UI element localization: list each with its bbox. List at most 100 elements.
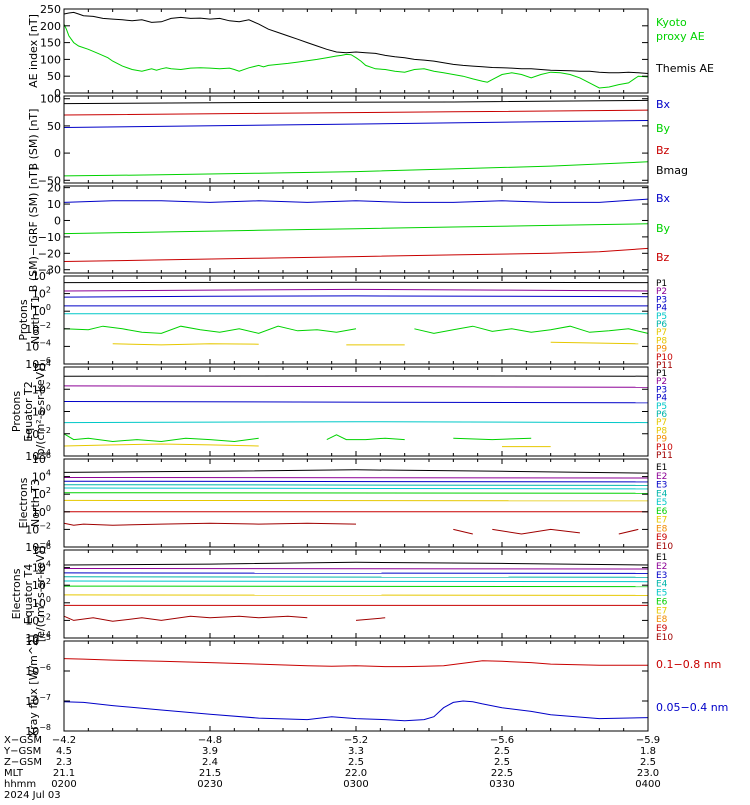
series-en-1: [64, 478, 648, 479]
x-axis-value: −5.2: [344, 735, 368, 746]
x-axis-value: 0400: [635, 779, 660, 790]
series-bigrf-2: [64, 248, 648, 261]
x-axis-row-label: X−GSM: [4, 735, 42, 746]
series-pn-2: [64, 296, 648, 297]
panel-frame: [64, 550, 648, 638]
series-en-11: [619, 529, 639, 534]
series-xray-1: [64, 701, 648, 721]
legend-label: E10: [656, 542, 673, 552]
series-pe-7: [64, 444, 259, 446]
x-axis-row-label: Y−GSM: [3, 746, 41, 757]
y-tick-label: 10: [47, 198, 61, 211]
x-axis-value: −5.9: [636, 735, 660, 746]
series-ee-3: [64, 577, 648, 578]
panel-frame: [64, 96, 648, 183]
legend-label: 0.05−0.4 nm: [656, 701, 728, 714]
series-en-3: [64, 485, 648, 486]
x-axis-value: 23.0: [637, 768, 659, 779]
x-axis-row-label: 2024 Jul 03: [4, 790, 61, 800]
x-axis-value: 2.4: [202, 757, 218, 768]
y-tick-label: 0: [54, 214, 61, 227]
y-axis-label: AE index [nT]: [27, 14, 40, 88]
panel-frame: [64, 367, 648, 456]
x-axis-value: 4.5: [56, 746, 72, 757]
x-axis-value: 2.5: [494, 757, 510, 768]
y-tick-label: 150: [40, 37, 61, 50]
series-bsm-0: [64, 121, 648, 128]
x-axis-value: 2.5: [348, 757, 364, 768]
series-en-10: [492, 529, 580, 534]
series-ee-4: [64, 581, 648, 582]
x-axis-value: 0230: [197, 779, 222, 790]
y-tick-label: 50: [47, 120, 61, 133]
panel-frame: [64, 641, 648, 731]
x-axis-value: −5.6: [490, 735, 514, 746]
series-bsm-1: [64, 162, 648, 176]
series-pn-5: [64, 326, 356, 333]
series-ee-9: [356, 618, 385, 621]
legend-label: Themis AE: [655, 62, 714, 75]
series-ee-8: [64, 616, 307, 621]
x-axis-value: 2.5: [640, 757, 656, 768]
series-pe-1: [64, 386, 648, 387]
series-bigrf-0: [64, 199, 648, 202]
legend-label: E10: [656, 633, 673, 643]
x-axis-value: 21.5: [199, 768, 221, 779]
series-ee-5: [64, 586, 648, 587]
y-tick-label: 200: [40, 20, 61, 33]
series-en-5: [64, 493, 648, 494]
series-pe-4: [64, 434, 259, 442]
series-pe-3: [64, 422, 648, 423]
y-tick-label: 20: [47, 182, 61, 195]
series-bigrf-1: [64, 224, 648, 234]
legend-label: Kyoto: [656, 16, 687, 29]
series-ee-0: [64, 562, 648, 565]
panel-frame: [64, 9, 648, 93]
x-axis-value: 0300: [343, 779, 368, 790]
y-tick-label: 106: [32, 451, 51, 466]
series-en-9: [453, 529, 473, 534]
x-axis-value: 2.5: [494, 746, 510, 757]
y-tick-label: −10: [38, 231, 61, 244]
series-en-2: [64, 481, 648, 482]
series-pe-2: [64, 402, 648, 403]
series-en-8: [64, 523, 356, 525]
legend-label: Bz: [656, 251, 670, 264]
series-xray-0: [64, 659, 648, 667]
series-pn-6: [414, 326, 648, 333]
legend-label: 0.1−0.8 nm: [656, 658, 721, 671]
series-pn-7: [113, 344, 259, 345]
x-axis-value: 2.3: [56, 757, 72, 768]
x-axis-value: −4.2: [52, 735, 76, 746]
series-en-4: [64, 488, 648, 489]
x-axis-value: −4.8: [198, 735, 222, 746]
series-ee-6: [64, 595, 648, 596]
y-axis-label: North T3: [29, 479, 42, 527]
legend-label: By: [656, 222, 671, 235]
series-ee-1: [64, 569, 648, 570]
x-axis-value: 3.3: [348, 746, 364, 757]
x-axis-value: 1.8: [640, 746, 656, 757]
x-axis-value: 0330: [489, 779, 514, 790]
legend-label: By: [656, 122, 671, 135]
y-tick-label: 50: [47, 70, 61, 83]
y-tick-label: 100: [40, 93, 61, 106]
y-axis-label: B (SM) [nT]: [27, 109, 40, 171]
x-axis-row-label: MLT: [4, 768, 24, 779]
series-bsm-2: [64, 110, 648, 115]
series-en-0: [64, 470, 648, 473]
y-axis-label: North T1: [29, 296, 42, 344]
series-ee-2: [64, 573, 648, 574]
y-axis-label: [e/(cm²-s-sr-keV)]: [34, 546, 47, 642]
x-axis-row-label: hhmm: [4, 779, 36, 790]
